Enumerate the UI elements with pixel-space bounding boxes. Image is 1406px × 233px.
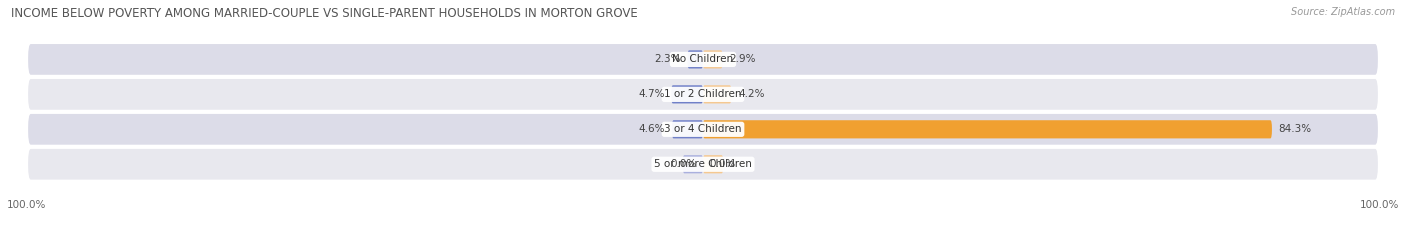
Text: 0.0%: 0.0% (710, 159, 735, 169)
FancyBboxPatch shape (683, 155, 703, 173)
Text: 4.7%: 4.7% (638, 89, 665, 99)
FancyBboxPatch shape (703, 120, 1272, 138)
FancyBboxPatch shape (28, 149, 1378, 180)
FancyBboxPatch shape (28, 79, 1378, 110)
Text: 2.9%: 2.9% (730, 55, 756, 64)
FancyBboxPatch shape (703, 85, 731, 103)
Text: 4.6%: 4.6% (638, 124, 665, 134)
Text: 84.3%: 84.3% (1278, 124, 1312, 134)
FancyBboxPatch shape (28, 114, 1378, 145)
Text: 0.0%: 0.0% (671, 159, 696, 169)
Text: Source: ZipAtlas.com: Source: ZipAtlas.com (1291, 7, 1395, 17)
Text: 3 or 4 Children: 3 or 4 Children (664, 124, 742, 134)
Legend: Married Couples, Single Parents: Married Couples, Single Parents (598, 231, 808, 233)
Text: 4.2%: 4.2% (738, 89, 765, 99)
Text: 2.3%: 2.3% (654, 55, 681, 64)
Text: 100.0%: 100.0% (7, 200, 46, 210)
FancyBboxPatch shape (672, 120, 703, 138)
Text: 1 or 2 Children: 1 or 2 Children (664, 89, 742, 99)
FancyBboxPatch shape (688, 50, 703, 69)
FancyBboxPatch shape (671, 85, 703, 103)
FancyBboxPatch shape (28, 44, 1378, 75)
FancyBboxPatch shape (703, 155, 723, 173)
Text: INCOME BELOW POVERTY AMONG MARRIED-COUPLE VS SINGLE-PARENT HOUSEHOLDS IN MORTON : INCOME BELOW POVERTY AMONG MARRIED-COUPL… (11, 7, 638, 20)
Text: 5 or more Children: 5 or more Children (654, 159, 752, 169)
Text: No Children: No Children (672, 55, 734, 64)
Text: 100.0%: 100.0% (1360, 200, 1399, 210)
FancyBboxPatch shape (703, 50, 723, 69)
